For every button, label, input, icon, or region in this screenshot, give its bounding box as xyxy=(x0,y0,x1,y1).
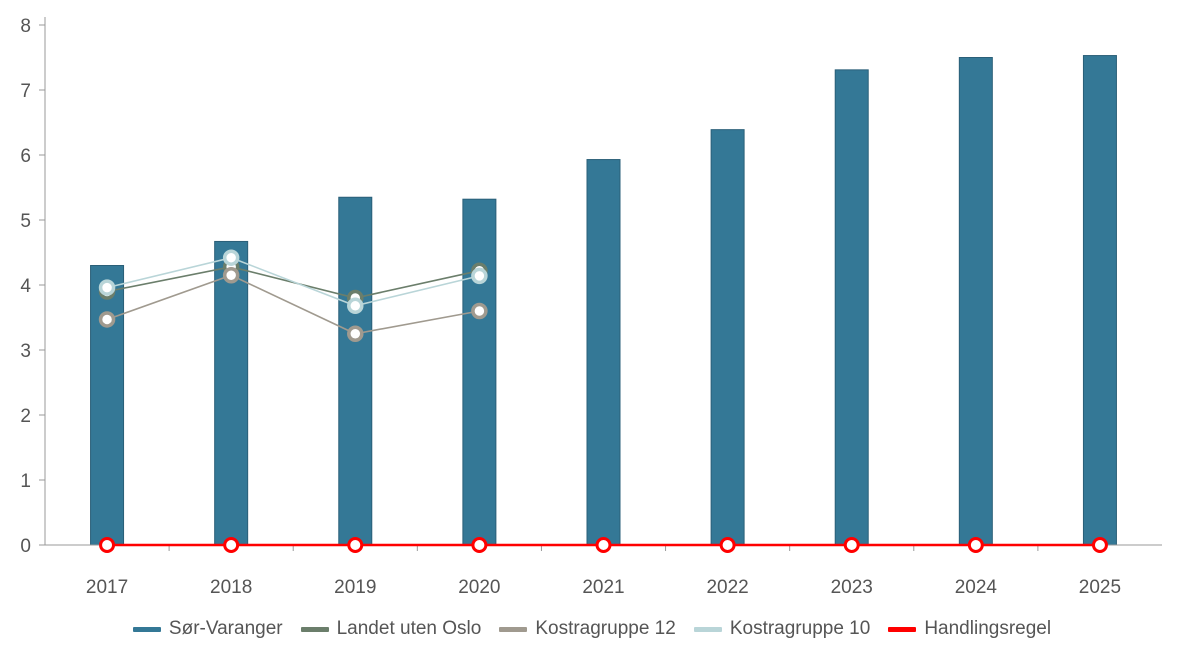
data-point xyxy=(471,302,488,320)
bar xyxy=(338,196,373,546)
x-tick-label: 2021 xyxy=(582,577,624,598)
y-tick-label: 0 xyxy=(20,536,31,557)
data-point xyxy=(99,537,116,553)
legend-label: Sør-Varanger xyxy=(168,618,283,639)
data-point xyxy=(98,311,116,328)
data-point xyxy=(1091,537,1108,553)
data-point xyxy=(347,537,364,553)
y-tick-label: 7 xyxy=(20,81,31,102)
bar-layer xyxy=(90,55,1117,546)
bar xyxy=(462,198,497,546)
y-tick-label: 6 xyxy=(20,146,31,167)
data-point xyxy=(98,279,116,296)
legend-label: Kostragruppe 12 xyxy=(535,618,676,639)
bar xyxy=(710,129,745,546)
x-tick-label: 2024 xyxy=(955,577,998,598)
x-tick-label: 2017 xyxy=(86,577,128,598)
x-tick-label: 2020 xyxy=(458,577,500,598)
y-tick-label: 2 xyxy=(20,406,31,427)
axes: 0 1 2 3 4 5 6 7 8 2017 2018 2019 2020 2021 2022 2023 202… xyxy=(20,16,1162,598)
data-point xyxy=(595,537,612,553)
legend-swatch xyxy=(499,626,528,632)
data-point xyxy=(471,537,488,553)
data-point xyxy=(471,267,488,285)
y-tick-label: 8 xyxy=(20,16,31,37)
bar xyxy=(958,57,993,546)
x-tick-label: 2022 xyxy=(706,577,748,598)
x-tick-label: 2019 xyxy=(334,577,376,598)
legend-item[interactable]: Kostragruppe 10 xyxy=(693,618,871,640)
bar xyxy=(586,159,621,546)
series-line xyxy=(106,256,480,307)
legend-label: Kostragruppe 10 xyxy=(729,618,871,639)
y-tick-label: 3 xyxy=(20,341,31,362)
bar xyxy=(834,69,869,546)
chart: 0 1 2 3 4 5 6 7 8 2017 2018 2019 2020 2021 2022 2023 202… xyxy=(20,16,1162,598)
legend-label: Landet uten Oslo xyxy=(336,618,482,639)
y-tick-label: 4 xyxy=(20,276,31,297)
bar xyxy=(90,265,125,546)
bar xyxy=(214,240,249,546)
data-point xyxy=(222,249,240,266)
line-layer xyxy=(98,249,1108,553)
legend: Sør-Varanger Landet uten Oslo Kostragruppe… xyxy=(0,618,1184,640)
legend-swatch xyxy=(693,626,722,632)
data-point xyxy=(222,267,240,284)
data-point xyxy=(967,537,984,553)
legend-swatch xyxy=(300,626,329,632)
bar xyxy=(1082,55,1117,546)
legend-item[interactable]: Handlingsregel xyxy=(888,618,1051,640)
data-point xyxy=(347,325,364,342)
y-tick-label: 5 xyxy=(20,211,31,232)
x-tick-label: 2018 xyxy=(210,577,252,598)
x-tick-label: 2023 xyxy=(831,577,873,598)
legend-swatch xyxy=(132,626,161,632)
series-line xyxy=(106,274,480,335)
data-point xyxy=(223,537,240,553)
legend-item[interactable]: Sør-Varanger xyxy=(132,618,283,640)
data-point xyxy=(719,537,736,553)
legend-item[interactable]: Landet uten Oslo xyxy=(300,618,482,640)
data-point xyxy=(347,297,364,315)
legend-label: Handlingsregel xyxy=(924,618,1052,639)
data-point xyxy=(843,537,860,553)
legend-swatch xyxy=(888,626,917,632)
x-tick-label: 2025 xyxy=(1079,577,1121,598)
legend-item[interactable]: Kostragruppe 12 xyxy=(499,618,676,640)
y-tick-label: 1 xyxy=(20,471,31,492)
